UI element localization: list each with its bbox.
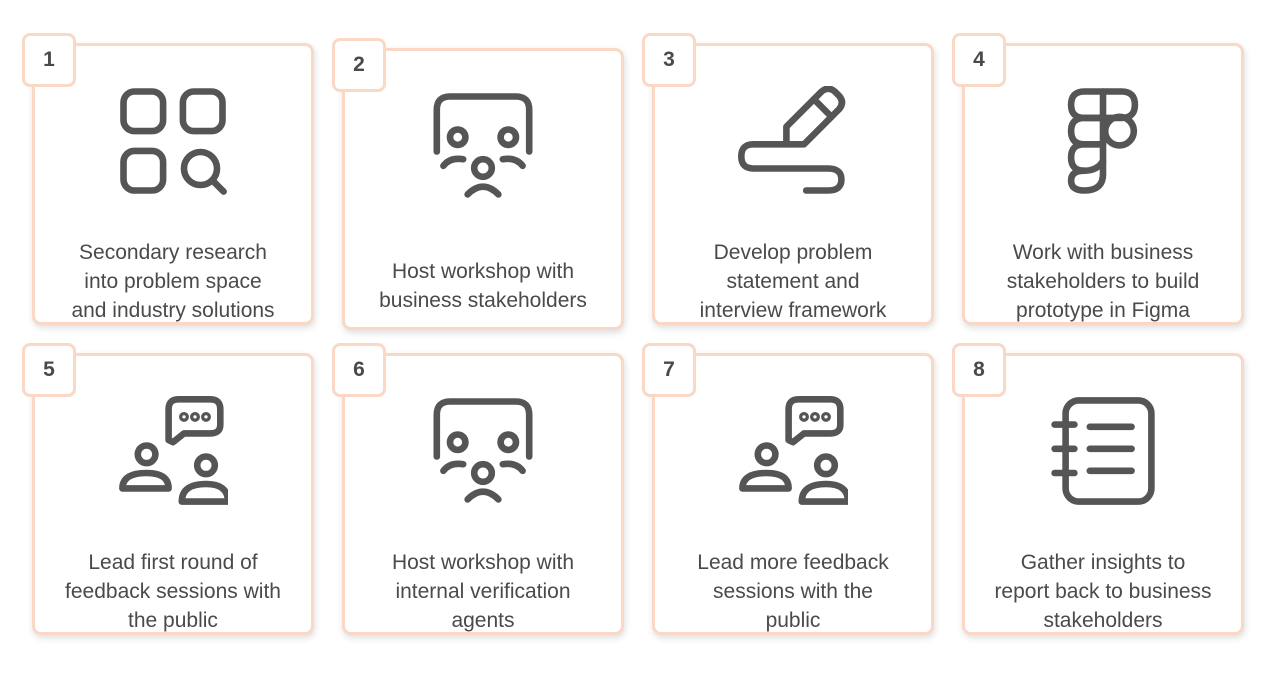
step-card-7: Lead more feedback sessions with the pub… xyxy=(652,353,934,635)
step-number-badge: 5 xyxy=(22,343,76,397)
step-label: Gather insights to report back to busine… xyxy=(994,550,1212,632)
step-label: Host workshop with internal verification… xyxy=(391,550,575,632)
step-card-3: Develop problem statement and interview … xyxy=(652,43,934,325)
step-card-4: Work with business stakeholders to build… xyxy=(962,43,1244,325)
step-card-1: Secondary research into problem space an… xyxy=(32,43,314,325)
step-number-badge: 2 xyxy=(332,38,386,92)
step-number-badge: 4 xyxy=(952,33,1006,87)
step-label: Work with business stakeholders to build… xyxy=(1006,240,1200,322)
step-card-5: Lead first round of feedback sessions wi… xyxy=(32,353,314,635)
people-chat-icon xyxy=(738,396,848,506)
workshop-people-icon xyxy=(428,396,538,506)
step-number-badge: 7 xyxy=(642,343,696,397)
step-number-badge: 6 xyxy=(332,343,386,397)
step-card-6: Host workshop with internal verification… xyxy=(342,353,624,635)
step-number-badge: 1 xyxy=(22,33,76,87)
step-label: Host workshop with business stakeholders xyxy=(379,260,587,312)
workshop-people-icon xyxy=(428,91,538,201)
figma-icon xyxy=(1048,86,1158,196)
people-chat-icon xyxy=(118,396,228,506)
step-number-badge: 8 xyxy=(952,343,1006,397)
step-label: Secondary research into problem space an… xyxy=(71,240,275,322)
step-number-badge: 3 xyxy=(642,33,696,87)
step-card-2: Host workshop with business stakeholders xyxy=(342,48,624,330)
pencil-scribble-icon xyxy=(738,86,848,196)
step-label: Lead more feedback sessions with the pub… xyxy=(697,550,889,632)
notebook-icon xyxy=(1048,396,1158,506)
step-label: Lead first round of feedback sessions wi… xyxy=(65,550,281,632)
step-label: Develop problem statement and interview … xyxy=(699,240,887,322)
step-card-8: Gather insights to report back to busine… xyxy=(962,353,1244,635)
grid-search-icon xyxy=(118,86,228,196)
